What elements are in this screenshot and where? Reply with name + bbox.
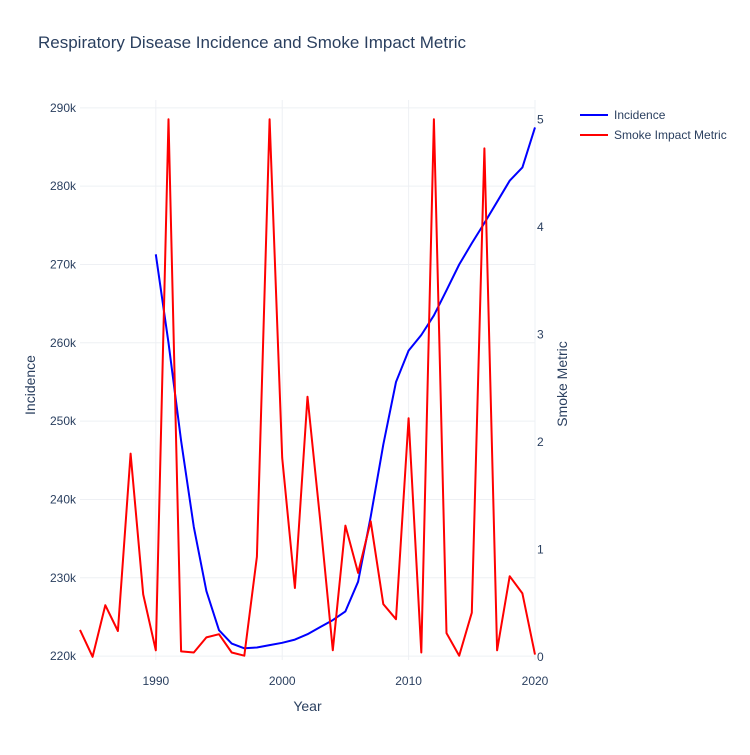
x-tick-label: 2010 [395,674,422,688]
y2-tick-label: 3 [537,327,544,341]
y2-tick-label: 2 [537,435,544,449]
y-tick-label: 250k [50,414,77,428]
x-axis-title: Year [293,698,322,714]
smoke-metric-line [79,118,536,658]
y-tick-label: 260k [50,336,77,350]
y-axis-title: Incidence [22,355,38,415]
series-layer [79,118,536,658]
incidence-line [154,127,536,650]
grid [80,100,536,660]
y-tick-label: 220k [50,649,77,663]
legend-label: Incidence [614,108,666,122]
y2-tick-label: 4 [537,220,544,234]
y-tick-label: 280k [50,179,77,193]
x-tick-label: 2000 [269,674,296,688]
axes: 220k 230k 240k 250k 260k 270k 280k 290k 1990 2000… [22,101,570,714]
y2-tick-label: 5 [537,112,544,126]
chart-title: Respiratory Disease Incidence and Smoke … [38,33,467,52]
y2-axis-title: Smoke Metric [554,341,570,427]
y-tick-label: 270k [50,257,77,271]
y2-tick-label: 1 [537,542,544,556]
y2-tick-label: 0 [537,650,544,664]
y-tick-label: 240k [50,492,77,506]
x-tick-label: 1990 [142,674,169,688]
y-tick-label: 230k [50,571,77,585]
y-tick-label: 290k [50,101,77,115]
legend-label: Smoke Impact Metric [614,128,727,142]
legend: Incidence Smoke Impact Metric [580,108,727,142]
x-tick-label: 2020 [522,674,549,688]
